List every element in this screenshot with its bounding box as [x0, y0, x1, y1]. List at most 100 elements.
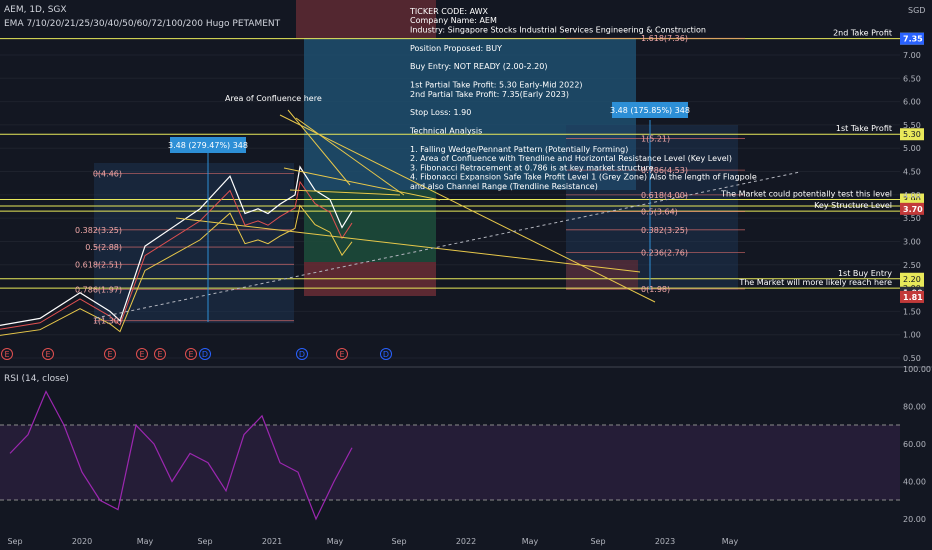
note-line: Position Proposed: BUY: [410, 44, 502, 53]
time-tick-label: 2022: [456, 537, 476, 546]
trendline-support: [175, 217, 641, 273]
note-line: Company Name: AEM: [410, 16, 497, 25]
trendline-channel: [283, 167, 441, 201]
price-tick-label: 1.50: [903, 307, 921, 316]
rsi-title: RSI (14, close): [4, 374, 69, 384]
earnings-marker[interactable]: [136, 348, 148, 360]
measure-label-box-right: [612, 102, 688, 118]
note-line: 2nd Partial Take Profit: 7.35(Early 2023…: [410, 90, 569, 99]
level-label: 1st Take Profit: [836, 124, 892, 133]
level-tag: [900, 272, 924, 285]
note-line: 1st Partial Take Profit: 5.30 Early-Mid …: [410, 81, 583, 90]
time-tick-label: Sep: [197, 537, 212, 546]
earnings-marker[interactable]: [1, 348, 13, 360]
earnings-marker[interactable]: [336, 348, 348, 360]
note-line: Industry: Singapore Stocks Industrial Se…: [410, 25, 706, 34]
fib-label-right: 0.236(2.76): [641, 249, 688, 258]
time-axis[interactable]: Sep 2020 May Sep 2021 May Sep 2022 May Sep 2023 May: [7, 537, 738, 546]
earnings-marker[interactable]: [154, 348, 166, 360]
note-line: Technical Analysis: [409, 127, 482, 136]
time-tick-label: Sep: [7, 537, 22, 546]
target-zone: [304, 38, 636, 190]
rsi-tick-label: 60.00: [903, 440, 926, 449]
measure-label-right: 3.48 (175.85%) 348: [610, 106, 690, 115]
price-tick-label: 7.00: [903, 51, 921, 60]
price-tick-label: 1.00: [903, 331, 921, 340]
fib-label-right: 1.618(7.36): [641, 34, 688, 43]
fib-levels: [94, 37, 745, 322]
fib-label-left: 0.618(2.51): [75, 260, 122, 269]
price-axis[interactable]: 7.00 6.50 6.00 5.50 5.00 4.50 4.00 3.50 3.00 2.50…: [903, 51, 921, 363]
level-label: Key Structure Level: [814, 201, 892, 210]
price-tag-text: 7.35: [903, 35, 923, 44]
time-tick-label: May: [137, 537, 154, 546]
price-tag: [900, 202, 924, 215]
indicator-title: EMA 7/10/20/21/25/30/40/50/60/72/100/200…: [4, 19, 281, 29]
price-tick-label: 3.00: [903, 237, 921, 246]
marker-letter: D: [383, 350, 389, 359]
fib-label-right: 1(5.21): [641, 134, 670, 143]
time-tick-label: May: [327, 537, 344, 546]
symbol-title: AEM, 1D, SGX: [4, 5, 67, 15]
ema-line-slow: [0, 204, 353, 336]
time-tick-label: 2020: [72, 537, 92, 546]
marker-letter: E: [139, 350, 144, 359]
trade-zones: [94, 0, 738, 323]
level-label: The Market could potentially test this l…: [720, 190, 892, 199]
price-tick-label: 4.00: [903, 191, 921, 200]
time-tick-label: Sep: [391, 537, 406, 546]
earnings-marker[interactable]: [104, 348, 116, 360]
note-line: Stop Loss: 1.90: [410, 108, 471, 117]
note-line: 1. Falling Wedge/Pennant Pattern (Potent…: [410, 145, 628, 154]
time-tick-label: 2021: [262, 537, 282, 546]
fib-label-right: 0.618(4.00): [641, 191, 688, 200]
marker-letter: E: [339, 350, 344, 359]
marker-letter: E: [45, 350, 50, 359]
marker-letter: E: [188, 350, 193, 359]
fib-label-left: 0.382(3.25): [75, 226, 122, 235]
trendline-pennant: [289, 189, 401, 196]
note-line: 2. Area of Confluence with Trendline and…: [410, 154, 732, 163]
fib-labels: 0(4.46) 0.382(3.25) 0.5(2.88) 0.618(2.51) 0.…: [75, 34, 688, 325]
price-tag: [900, 290, 924, 303]
rsi-tick-label: 80.00: [903, 403, 926, 412]
marker-letter: D: [202, 350, 208, 359]
rsi-tick-label: 100.00: [903, 365, 931, 374]
measure-label-box-left: [170, 137, 246, 153]
fib-label-left: 0.5(2.88): [85, 243, 122, 252]
confluence-arrow: [287, 109, 405, 196]
level-tag-text: 3.90: [903, 196, 921, 205]
marker-letter: E: [157, 350, 162, 359]
price-tags: 7.351.903.701.81: [900, 32, 924, 303]
marker-letter: D: [299, 350, 305, 359]
rsi-axis[interactable]: 100.00 80.00 60.00 40.00 20.00: [903, 365, 931, 524]
price-tick-label: 5.50: [903, 121, 921, 130]
stoploss-zone-top: [296, 0, 436, 38]
level-tag-text: 2.20: [903, 275, 921, 284]
time-tick-label: May: [722, 537, 739, 546]
dividend-marker[interactable]: [199, 348, 211, 360]
price-tick-label: 6.50: [903, 74, 921, 83]
currency-label: SGD: [908, 6, 925, 15]
fib-label-left: 0.786(1.97): [75, 285, 122, 294]
price-tick-label: 3.50: [903, 214, 921, 223]
marker-letter: E: [4, 350, 9, 359]
fib-label-right: 0(1.98): [641, 285, 670, 294]
dividend-marker[interactable]: [296, 348, 308, 360]
earnings-marker[interactable]: [185, 348, 197, 360]
trendline-resistance: [279, 114, 656, 303]
note-line: 3. Fibonacci Retracement at 0.786 is at …: [410, 163, 654, 172]
level-tag: [900, 128, 924, 141]
rsi-tick-label: 20.00: [903, 515, 926, 524]
fib-label-right: 0.382(3.25): [641, 226, 688, 235]
note-line: Buy Entry: NOT READY (2.00-2.20): [410, 62, 547, 71]
dividend-marker[interactable]: [380, 348, 392, 360]
earnings-marker[interactable]: [42, 348, 54, 360]
price-tick-label: 6.00: [903, 98, 921, 107]
time-tick-label: May: [522, 537, 539, 546]
note-line: and also Channel Range (Trendline Resist…: [410, 182, 598, 191]
marker-letter: E: [107, 350, 112, 359]
